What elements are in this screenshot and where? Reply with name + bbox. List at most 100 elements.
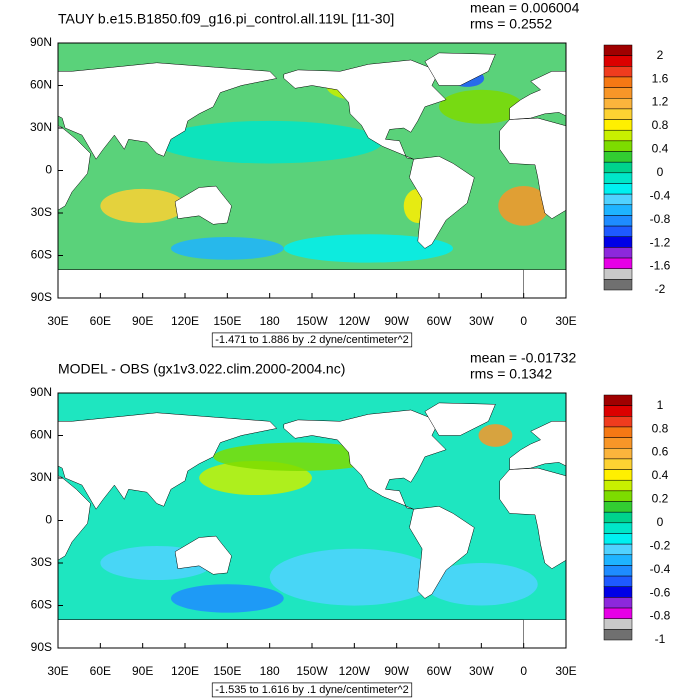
- colorbar-label: 1.2: [652, 95, 669, 109]
- rms-label: rms = 0.2552: [470, 16, 552, 32]
- colorbar-box: [603, 479, 633, 492]
- colorbar-box: [603, 416, 633, 428]
- mean-label: mean = 0.006004: [470, 0, 580, 16]
- info-label: -1.535 to 1.616 by .1 dyne/centimeter^2: [215, 684, 409, 696]
- x-tick-label: 30W: [469, 664, 494, 678]
- colorbar-box: [603, 437, 633, 449]
- x-tick-label: 60E: [90, 664, 111, 678]
- colorbar-box: [603, 129, 633, 142]
- field-patch: [156, 120, 383, 164]
- land: [58, 62, 278, 160]
- colorbar-box: [603, 279, 633, 291]
- colorbar-label: -2: [655, 282, 666, 296]
- y-tick-label: 90S: [31, 640, 52, 654]
- x-tick-label: 120W: [339, 314, 371, 328]
- land: [174, 185, 232, 225]
- land: [58, 475, 91, 561]
- colorbar-box: [603, 151, 633, 163]
- y-tick-label: 60N: [30, 78, 52, 92]
- colorbar-box: [603, 87, 633, 99]
- y-tick-label: 30N: [30, 120, 52, 134]
- colorbar-box: [603, 236, 633, 248]
- colorbar-label: -0.4: [650, 188, 671, 202]
- colorbar-box: [603, 66, 633, 78]
- x-tick-label: 120E: [171, 664, 199, 678]
- colorbar-box: [603, 458, 633, 470]
- colorbar-label: 0.4: [652, 142, 669, 156]
- colorbar-box: [603, 172, 633, 184]
- colorbar-box: [603, 511, 633, 524]
- info-label: -1.471 to 1.886 by .2 dyne/centimeter^2: [215, 334, 409, 346]
- colorbar-box: [603, 257, 633, 269]
- x-tick-label: 30W: [469, 314, 494, 328]
- colorbar-box: [603, 597, 633, 609]
- colorbar-box: [603, 204, 633, 216]
- colorbar-box: [603, 618, 633, 630]
- y-tick-label: 90S: [31, 290, 52, 304]
- colorbar-box: [603, 629, 633, 641]
- y-tick-label: 90N: [30, 385, 52, 399]
- land: [499, 117, 566, 220]
- land: [58, 412, 278, 510]
- y-tick-label: 60S: [31, 248, 52, 262]
- colorbar-label: -1: [655, 632, 666, 646]
- field-patch: [100, 188, 185, 223]
- colorbar-box: [603, 140, 633, 152]
- land: [499, 467, 566, 570]
- x-tick-label: 60W: [427, 314, 452, 328]
- y-tick-label: 0: [45, 163, 52, 177]
- contour-field: [58, 43, 566, 298]
- contour-field: [58, 393, 566, 648]
- field-patch: [498, 186, 550, 226]
- colorbar-box: [603, 586, 633, 598]
- colorbar-label: -0.6: [650, 585, 671, 599]
- colorbar-box: [603, 268, 633, 280]
- colorbar-box: [603, 501, 633, 513]
- land: [58, 269, 524, 298]
- y-tick-label: 60S: [31, 598, 52, 612]
- x-tick-label: 60W: [427, 664, 452, 678]
- x-tick-label: 180: [260, 314, 280, 328]
- colorbar-box: [603, 448, 633, 460]
- rms-label: rms = 0.1342: [470, 366, 552, 382]
- x-tick-label: 90E: [132, 664, 153, 678]
- colorbar-label: -0.8: [650, 609, 671, 623]
- land: [58, 619, 524, 648]
- field-patch: [170, 237, 284, 260]
- colorbar-label: 0: [657, 165, 664, 179]
- colorbar-box: [603, 607, 633, 619]
- colorbar-box: [603, 55, 633, 67]
- y-tick-label: 90N: [30, 35, 52, 49]
- x-tick-label: 30E: [555, 664, 576, 678]
- x-tick-label: 0: [520, 664, 527, 678]
- colorbar-label: -0.8: [650, 212, 671, 226]
- land: [283, 409, 447, 510]
- colorbar-label: -0.2: [650, 538, 671, 552]
- land: [58, 125, 91, 211]
- map-title: TAUY b.e15.B1850.f09_g16.pi_control.all.…: [58, 11, 394, 27]
- x-tick-label: 30E: [47, 314, 68, 328]
- land: [509, 71, 566, 120]
- x-tick-label: 150E: [213, 664, 241, 678]
- colorbar-box: [603, 490, 633, 502]
- colorbar-label: -1.6: [650, 259, 671, 273]
- colorbar-box: [603, 554, 633, 566]
- map-panel: MODEL - OBS (gx1v3.022.clim.2000-2004.nc…: [30, 350, 671, 698]
- colorbar-box: [603, 215, 633, 227]
- colorbar-box: [603, 247, 633, 259]
- colorbar-label: 0.8: [652, 421, 669, 435]
- colorbar-box: [603, 543, 633, 556]
- land: [509, 421, 566, 470]
- info-box: [211, 682, 413, 698]
- land: [409, 506, 475, 599]
- colorbar-label: 0.8: [652, 118, 669, 132]
- colorbar-label: -1.2: [650, 235, 671, 249]
- colorbar-box: [603, 575, 633, 587]
- colorbar-box: [603, 161, 633, 174]
- field-patch: [439, 89, 524, 124]
- y-tick-label: 60N: [30, 428, 52, 442]
- colorbar-label: 0: [657, 515, 664, 529]
- colorbar-label: 0.4: [652, 468, 669, 482]
- x-tick-label: 0: [520, 314, 527, 328]
- y-tick-label: 30N: [30, 470, 52, 484]
